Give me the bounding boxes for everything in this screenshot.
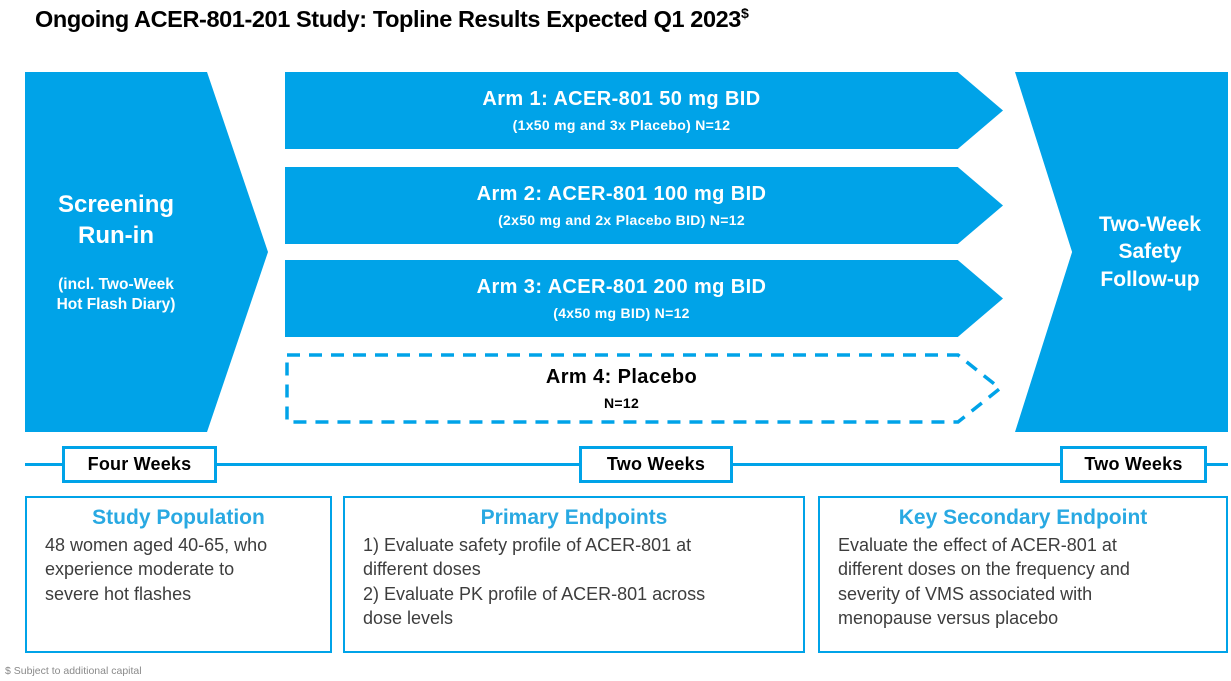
arm-4-arrow: Arm 4: Placebo N=12 bbox=[285, 353, 1003, 424]
duration-badge-four-weeks: Four Weeks bbox=[62, 446, 217, 483]
title-footnote-marker: $ bbox=[740, 5, 749, 21]
primary-endpoints-line3: 2) Evaluate PK profile of ACER-801 acros… bbox=[363, 583, 706, 604]
study-population-line2: experience moderate to bbox=[45, 559, 235, 580]
arm-3-subtitle: (4x50 mg BID) N=12 bbox=[553, 305, 690, 321]
arm-1-title: Arm 1: ACER-801 50 mg BID bbox=[482, 88, 761, 110]
primary-endpoints-body: 1) Evaluate safety profile of ACER-801 a… bbox=[363, 533, 785, 631]
key-secondary-endpoint-line3: severity of VMS associated with bbox=[838, 583, 1093, 604]
page-title: Ongoing ACER-801-201 Study: Topline Resu… bbox=[35, 5, 749, 33]
arm-3-arrow: Arm 3: ACER-801 200 mg BID (4x50 mg BID)… bbox=[285, 260, 1003, 337]
followup-line2: Safety bbox=[1118, 240, 1182, 264]
key-secondary-endpoint-line4: menopause versus placebo bbox=[838, 608, 1059, 629]
arm-4-title: Arm 4: Placebo bbox=[545, 366, 698, 388]
primary-endpoints-line2: different doses bbox=[363, 559, 481, 580]
primary-endpoints-box: Primary Endpoints 1) Evaluate safety pro… bbox=[343, 496, 805, 653]
study-population-line3: severe hot flashes bbox=[45, 583, 192, 604]
study-population-heading: Study Population bbox=[92, 506, 265, 529]
screening-subtitle: (incl. Two-Week Hot Flash Diary) bbox=[25, 275, 207, 315]
key-secondary-endpoint-heading: Key Secondary Endpoint bbox=[898, 506, 1148, 529]
arm-2-title: Arm 2: ACER-801 100 mg BID bbox=[476, 183, 767, 205]
duration-badge-two-weeks-followup: Two Weeks bbox=[1060, 446, 1207, 483]
followup-line1: Two-Week bbox=[1099, 213, 1201, 237]
screening-title-line2: Run-in bbox=[78, 221, 154, 249]
safety-followup-label: Two-Week Safety Follow-up bbox=[1072, 211, 1228, 293]
key-secondary-endpoint-line2: different doses on the frequency and bbox=[838, 559, 1130, 580]
screening-subtitle-line2: Hot Flash Diary) bbox=[56, 296, 176, 314]
key-secondary-endpoint-body: Evaluate the effect of ACER-801 at diffe… bbox=[838, 533, 1208, 631]
arm-2-arrow: Arm 2: ACER-801 100 mg BID (2x50 mg and … bbox=[285, 167, 1003, 244]
primary-endpoints-heading: Primary Endpoints bbox=[480, 506, 668, 529]
primary-endpoints-line4: dose levels bbox=[363, 608, 454, 629]
arm-4-subtitle: N=12 bbox=[603, 395, 640, 411]
dashed-arrow-outline bbox=[285, 353, 1003, 424]
arm-1-subtitle: (1x50 mg and 3x Placebo) N=12 bbox=[512, 117, 731, 133]
screening-title-line1: Screening bbox=[57, 190, 175, 218]
screening-run-in-shape: Screening Run-in (incl. Two-Week Hot Fla… bbox=[25, 72, 268, 432]
arm-1-arrow: Arm 1: ACER-801 50 mg BID (1x50 mg and 3… bbox=[285, 72, 1003, 149]
duration-badge-two-weeks-treatment: Two Weeks bbox=[579, 446, 733, 483]
arm-3-title: Arm 3: ACER-801 200 mg BID bbox=[476, 276, 767, 298]
followup-line3: Follow-up bbox=[1100, 267, 1200, 291]
key-secondary-endpoint-line1: Evaluate the effect of ACER-801 at bbox=[838, 535, 1117, 555]
primary-endpoints-line1: 1) Evaluate safety profile of ACER-801 a… bbox=[363, 535, 692, 555]
study-population-box: Study Population 48 women aged 40-65, wh… bbox=[25, 496, 332, 653]
safety-followup-shape: Two-Week Safety Follow-up bbox=[1015, 72, 1228, 432]
key-secondary-endpoint-box: Key Secondary Endpoint Evaluate the effe… bbox=[818, 496, 1228, 653]
screening-title: Screening Run-in bbox=[25, 189, 207, 251]
arm-2-subtitle: (2x50 mg and 2x Placebo BID) N=12 bbox=[498, 212, 745, 228]
study-population-body: 48 women aged 40-65, who experience mode… bbox=[45, 533, 312, 606]
screening-subtitle-line1: (incl. Two-Week bbox=[58, 276, 174, 294]
page-title-text: Ongoing ACER-801-201 Study: Topline Resu… bbox=[35, 5, 741, 32]
study-population-line1: 48 women aged 40-65, who bbox=[45, 535, 268, 555]
footnote: $ Subject to additional capital bbox=[5, 665, 142, 677]
